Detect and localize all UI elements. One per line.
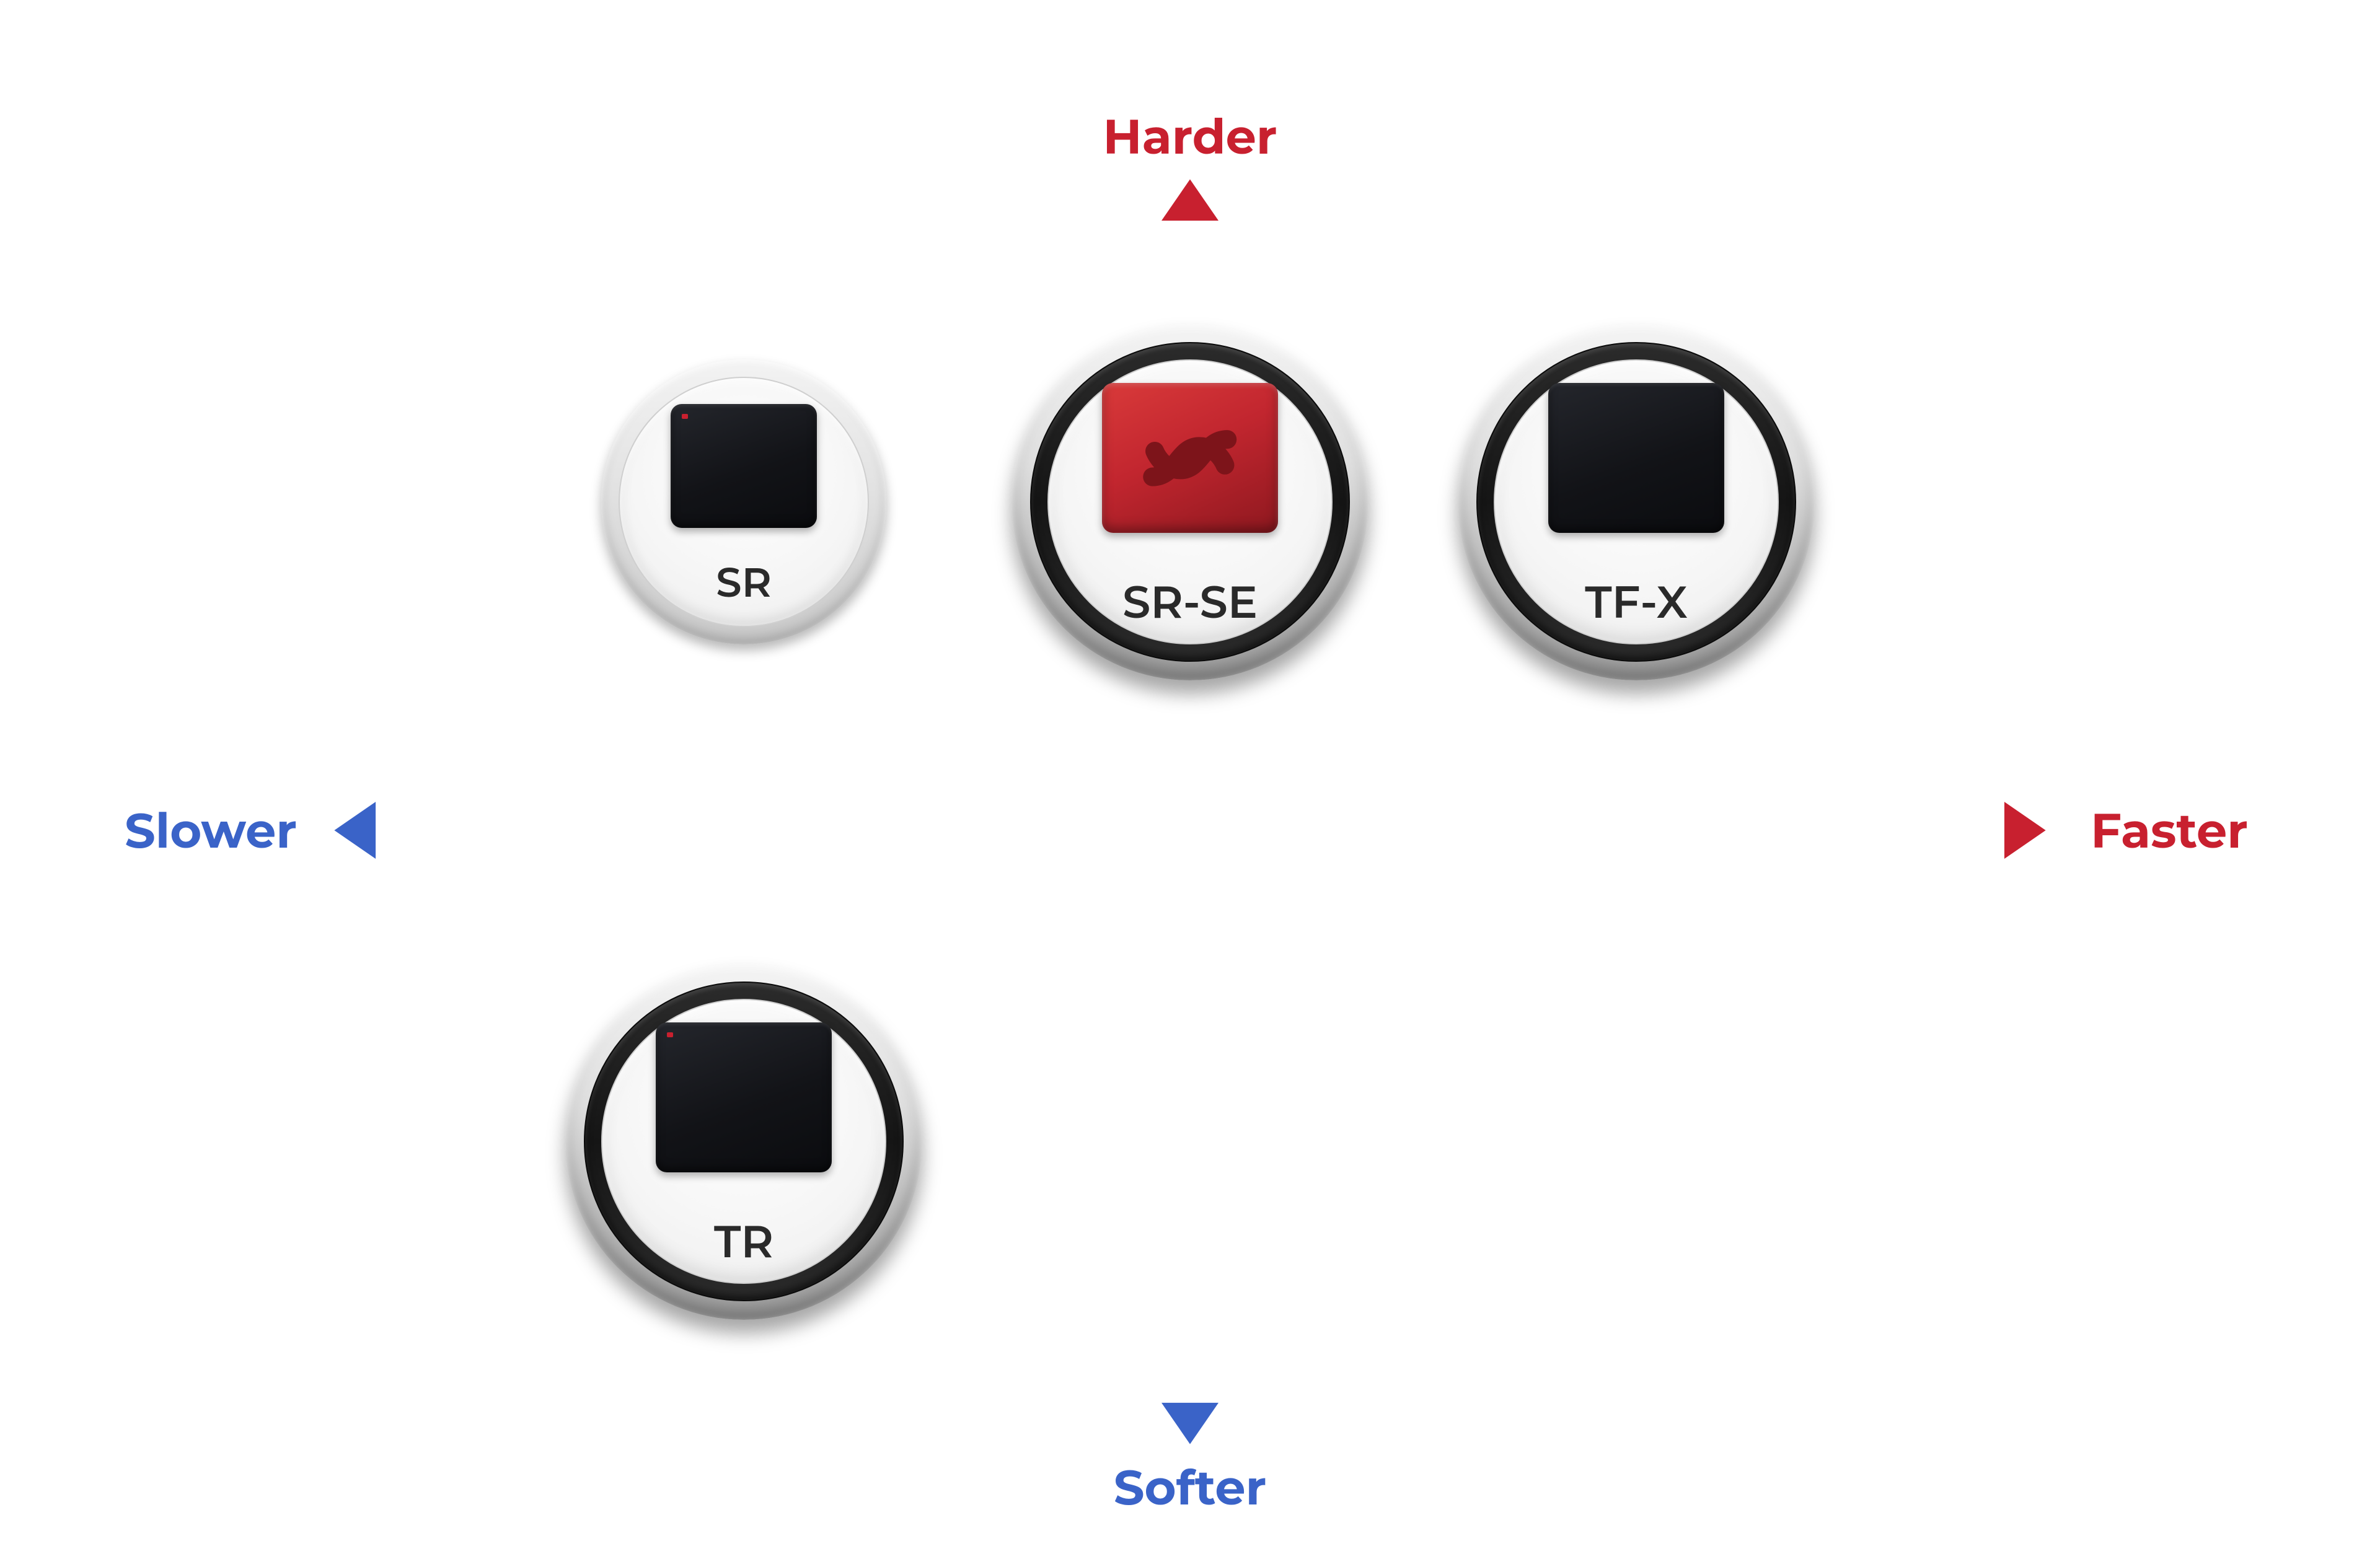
product-label: SR — [716, 557, 772, 607]
axis-label-faster: Faster — [2091, 801, 2248, 860]
product-node-sr[interactable]: SR — [601, 359, 886, 644]
axis-label-softer: Softer — [1114, 1457, 1267, 1517]
axis-label-slower: Slower — [125, 801, 297, 860]
axis-label-harder: Harder — [1103, 107, 1277, 166]
axes — [0, 0, 2380, 1559]
logo-dot — [667, 1032, 673, 1037]
mousepad-icon — [671, 404, 817, 528]
product-label: SR-SE — [1122, 575, 1258, 630]
product-label: TF-X — [1585, 575, 1687, 630]
quadrant-diagram: Harder Softer Slower Faster SR SR-SE TF-X TR — [0, 0, 2380, 1559]
mousepad-icon — [1102, 383, 1278, 533]
logo-dot — [682, 414, 688, 419]
product-node-sr-se[interactable]: SR-SE — [1011, 323, 1368, 680]
mousepad-icon — [656, 1022, 832, 1172]
product-node-tr[interactable]: TR — [565, 963, 922, 1320]
mousepad-icon — [1548, 383, 1724, 533]
product-node-tf-x[interactable]: TF-X — [1458, 323, 1815, 680]
product-label: TR — [714, 1214, 774, 1269]
